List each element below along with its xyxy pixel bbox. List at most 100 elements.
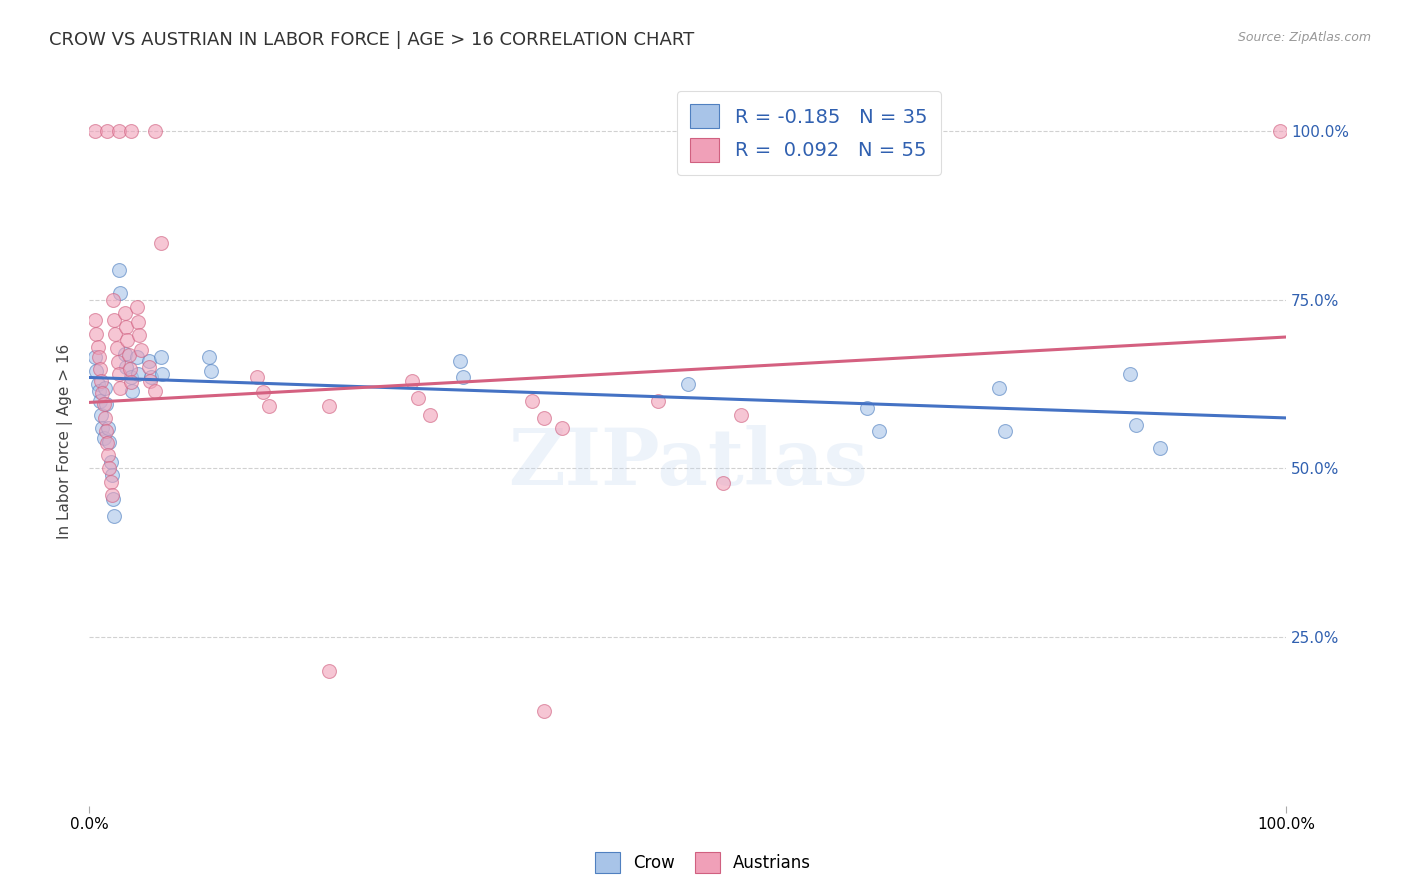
Point xyxy=(551,421,574,435)
Point xyxy=(138,353,160,368)
Point xyxy=(856,401,879,415)
Point xyxy=(318,400,340,414)
Text: Source: ZipAtlas.com: Source: ZipAtlas.com xyxy=(1237,31,1371,45)
Point xyxy=(318,664,340,678)
Legend: R = -0.185   N = 35, R =  0.092   N = 55: R = -0.185 N = 35, R = 0.092 N = 55 xyxy=(676,91,941,175)
Point xyxy=(117,334,139,348)
Point xyxy=(401,374,423,388)
Point xyxy=(101,488,124,502)
Point xyxy=(257,400,280,414)
Point xyxy=(141,370,163,384)
Point xyxy=(87,350,110,364)
Point xyxy=(107,355,129,369)
Point xyxy=(89,394,111,409)
Point xyxy=(139,374,162,388)
Point xyxy=(91,386,114,401)
Point xyxy=(94,425,117,439)
Point xyxy=(114,306,136,320)
Point xyxy=(451,370,474,384)
Point xyxy=(676,377,699,392)
Point xyxy=(533,411,555,425)
Point xyxy=(115,319,138,334)
Point xyxy=(84,124,107,138)
Point xyxy=(138,360,160,375)
Point xyxy=(93,431,115,445)
Point xyxy=(101,293,124,307)
Point xyxy=(93,381,115,395)
Point xyxy=(198,350,221,364)
Point xyxy=(87,384,110,398)
Point xyxy=(200,364,222,378)
Point xyxy=(101,491,124,506)
Point xyxy=(120,370,142,384)
Point xyxy=(149,350,172,364)
Point xyxy=(84,350,107,364)
Point xyxy=(868,425,890,439)
Point xyxy=(89,361,111,376)
Point xyxy=(110,286,132,301)
Point xyxy=(91,421,114,435)
Point xyxy=(108,124,131,138)
Point xyxy=(647,394,669,409)
Legend: Crow, Austrians: Crow, Austrians xyxy=(588,846,818,880)
Point xyxy=(118,361,141,376)
Point xyxy=(103,313,125,327)
Point xyxy=(110,381,132,395)
Point xyxy=(520,394,543,409)
Point xyxy=(104,326,127,341)
Point xyxy=(98,461,121,475)
Point xyxy=(533,704,555,718)
Point xyxy=(115,360,138,375)
Point xyxy=(994,425,1017,439)
Point xyxy=(127,314,149,328)
Point xyxy=(149,235,172,250)
Point xyxy=(128,328,150,343)
Point xyxy=(1119,367,1142,381)
Point xyxy=(90,374,112,388)
Text: CROW VS AUSTRIAN IN LABOR FORCE | AGE > 16 CORRELATION CHART: CROW VS AUSTRIAN IN LABOR FORCE | AGE > … xyxy=(49,31,695,49)
Point xyxy=(97,421,120,435)
Point xyxy=(105,342,128,356)
Point xyxy=(93,397,115,411)
Point xyxy=(252,385,274,400)
Point xyxy=(713,476,735,491)
Point xyxy=(114,347,136,361)
Point xyxy=(125,300,148,314)
Point xyxy=(86,377,108,392)
Point xyxy=(96,435,118,450)
Point xyxy=(406,391,429,405)
Y-axis label: In Labor Force | Age > 16: In Labor Force | Age > 16 xyxy=(58,344,73,539)
Point xyxy=(108,367,131,381)
Point xyxy=(121,384,143,398)
Point xyxy=(98,434,121,449)
Point xyxy=(120,375,142,389)
Point xyxy=(84,313,107,327)
Point xyxy=(150,367,173,381)
Point xyxy=(120,124,142,138)
Point xyxy=(129,343,152,357)
Point xyxy=(101,468,124,483)
Point xyxy=(90,408,112,422)
Point xyxy=(449,353,471,368)
Point xyxy=(730,408,752,422)
Point xyxy=(246,370,269,384)
Point xyxy=(419,408,441,422)
Point xyxy=(143,124,166,138)
Point xyxy=(1149,442,1171,456)
Point xyxy=(94,397,117,411)
Text: ZIPatlas: ZIPatlas xyxy=(508,425,868,501)
Point xyxy=(125,350,148,364)
Point xyxy=(96,124,118,138)
Point xyxy=(1125,417,1147,432)
Point xyxy=(103,508,125,523)
Point xyxy=(127,367,149,381)
Point xyxy=(86,340,108,354)
Point xyxy=(86,364,108,378)
Point xyxy=(100,475,122,489)
Point xyxy=(97,448,120,462)
Point xyxy=(108,262,131,277)
Point xyxy=(143,384,166,398)
Point xyxy=(117,348,139,362)
Point xyxy=(86,326,108,341)
Point xyxy=(1268,124,1291,138)
